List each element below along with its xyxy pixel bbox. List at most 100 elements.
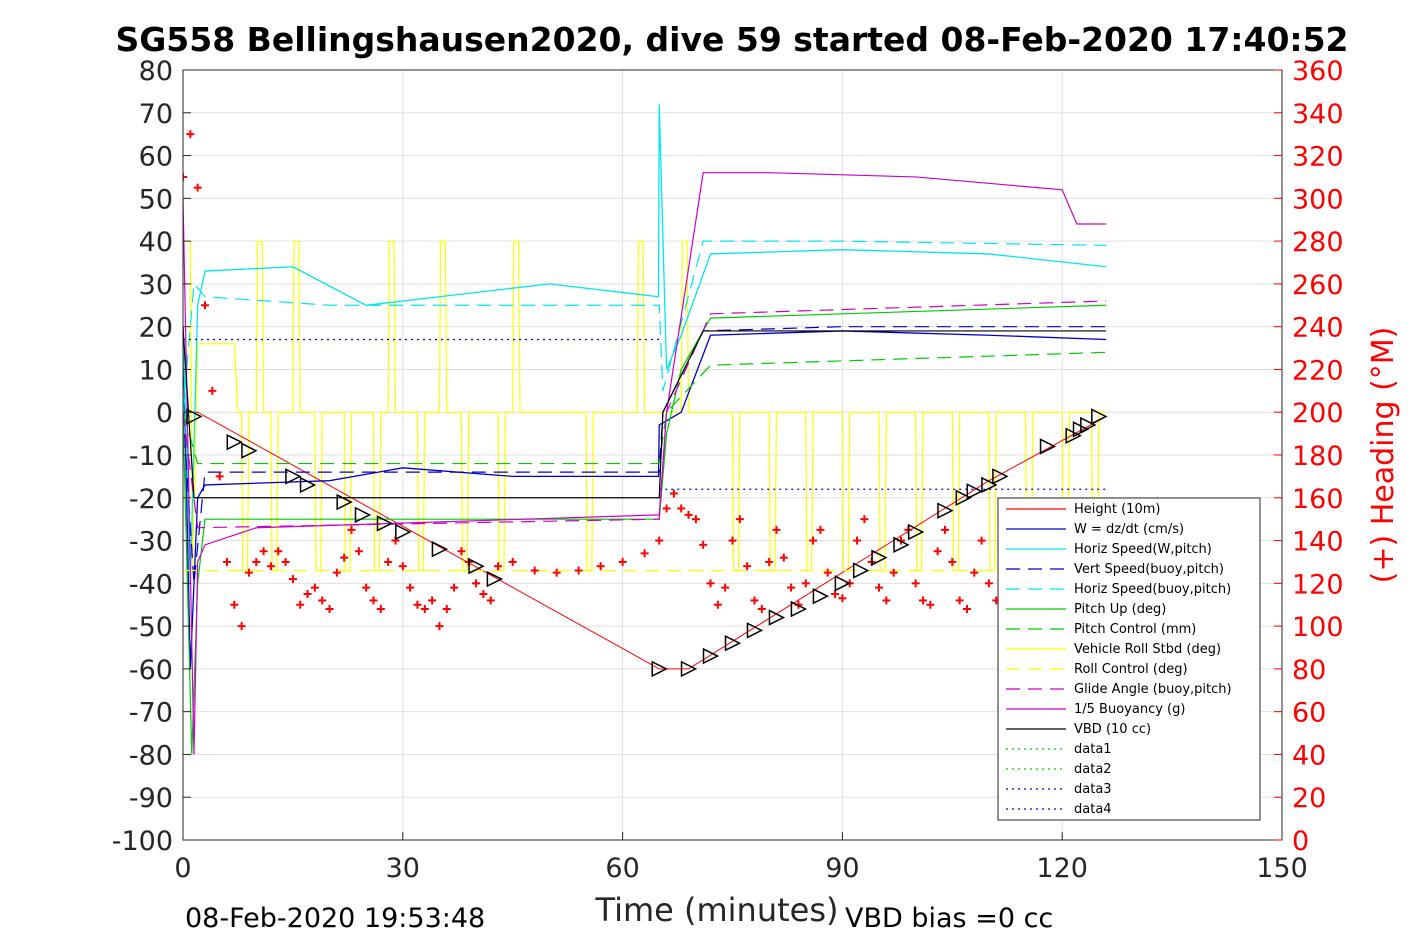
vbd-marker	[790, 600, 808, 618]
timestamp-footer: 08-Feb-2020 19:53:48	[185, 903, 485, 934]
vbd-marker	[1080, 416, 1097, 434]
heading-point	[933, 547, 942, 556]
vbd-marker	[907, 523, 925, 541]
y-left-tick-label: 60	[139, 142, 173, 173]
heading-point	[706, 579, 715, 588]
heading-point	[340, 553, 349, 562]
chart-title: SG558 Bellingshausen2020, dive 59 starte…	[115, 20, 1348, 59]
heading-point	[479, 590, 488, 599]
y-right-tick-label: 260	[1292, 270, 1344, 301]
heading-point	[369, 596, 378, 605]
series-buoyancy	[183, 172, 1107, 755]
heading-point	[183, 172, 187, 181]
vbd-marker	[966, 483, 983, 500]
heading-point	[310, 583, 319, 592]
heading-point	[655, 536, 664, 545]
heading-point	[259, 547, 268, 556]
legend-label: Height (10m)	[1074, 502, 1160, 517]
heading-point	[186, 130, 195, 139]
heading-point	[347, 525, 356, 534]
vbd-marker	[852, 562, 870, 579]
y-right-tick-label: 60	[1292, 698, 1326, 729]
series-w	[183, 326, 1107, 669]
heading-point	[779, 553, 788, 562]
vbd-marker	[186, 408, 203, 425]
vbd-marker	[299, 476, 317, 494]
y-left-tick-label: -40	[129, 569, 173, 600]
heading-point	[926, 600, 935, 609]
heading-point	[230, 600, 239, 609]
y-left-tick-label: -80	[129, 740, 173, 771]
vbd-marker	[955, 489, 972, 506]
y-right-tick-label: 100	[1292, 612, 1344, 643]
heading-point	[457, 547, 466, 556]
heading-point	[552, 568, 561, 577]
heading-point	[296, 600, 305, 609]
heading-point	[354, 547, 363, 556]
heading-point	[875, 583, 884, 592]
vbd-marker	[226, 433, 243, 451]
heading-point	[428, 596, 437, 605]
legend-label: Pitch Control (mm)	[1074, 622, 1196, 637]
vbd-marker	[241, 442, 258, 459]
legend-label: Vert Speed(buoy,pitch)	[1074, 562, 1224, 577]
heading-point	[940, 525, 949, 534]
x-axis-label: Time (minutes)	[595, 891, 839, 929]
legend-label: Glide Angle (buoy,pitch)	[1074, 682, 1232, 697]
series-pitch_ctrl	[183, 351, 1107, 465]
x-tick-label: 60	[605, 853, 639, 884]
heading-point	[472, 579, 481, 588]
y-right-tick-label: 300	[1292, 184, 1344, 215]
vbd-marker	[702, 647, 720, 665]
legend-label: 1/5 Buoyancy (g)	[1074, 702, 1185, 717]
legend-label: Pitch Up (deg)	[1074, 602, 1166, 617]
heading-point	[574, 566, 583, 575]
y-left-tick-label: -70	[129, 698, 173, 729]
y-left-tick-label: 30	[139, 270, 173, 301]
y-right-tick-label: 280	[1292, 227, 1344, 258]
heading-point	[325, 605, 334, 613]
legend-label: Roll Control (deg)	[1074, 662, 1188, 677]
heading-point	[508, 557, 517, 566]
heading-point	[677, 504, 686, 513]
vbd-marker	[1039, 438, 1057, 455]
y-left-tick-label: 20	[139, 313, 173, 344]
vbd-marker	[746, 622, 764, 639]
x-tick-label: 90	[825, 853, 859, 884]
series-vbd	[183, 326, 1107, 499]
heading-point	[193, 183, 202, 192]
x-tick-label: 30	[386, 853, 420, 884]
heading-point	[281, 557, 290, 566]
vbd-marker	[285, 468, 302, 485]
vbd-marker	[937, 502, 954, 519]
heading-point	[984, 579, 993, 588]
y-right-tick-label: 200	[1292, 398, 1344, 429]
vbd-marker	[992, 468, 1009, 485]
heading-point	[918, 596, 927, 605]
y-right-tick-label: 340	[1292, 99, 1344, 130]
legend-label: data3	[1074, 782, 1112, 797]
y-left-tick-label: 40	[139, 227, 173, 258]
heading-point	[787, 583, 796, 592]
right-axis-label: (+) Heading (°M)	[1366, 327, 1401, 584]
heading-point	[801, 579, 810, 588]
y-right-tick-label: 220	[1292, 355, 1344, 386]
heading-point	[889, 568, 898, 577]
heading-point	[442, 605, 451, 613]
y-left-tick-label: -60	[129, 655, 173, 686]
heading-point	[435, 622, 444, 631]
heading-point	[266, 562, 275, 571]
heading-point	[303, 590, 312, 599]
heading-point	[728, 536, 737, 545]
heading-point	[713, 600, 722, 609]
vbd-marker	[680, 660, 698, 678]
heading-point	[721, 583, 730, 592]
legend-label: data4	[1074, 802, 1112, 817]
y-right-tick-label: 40	[1292, 740, 1326, 771]
heading-point	[252, 557, 261, 566]
y-right-tick-label: 140	[1292, 527, 1344, 558]
heading-point	[494, 562, 503, 571]
heading-point	[911, 579, 920, 588]
vbd-marker-layer	[186, 408, 1108, 678]
legend-label: Horiz Speed(W,pitch)	[1074, 542, 1212, 557]
